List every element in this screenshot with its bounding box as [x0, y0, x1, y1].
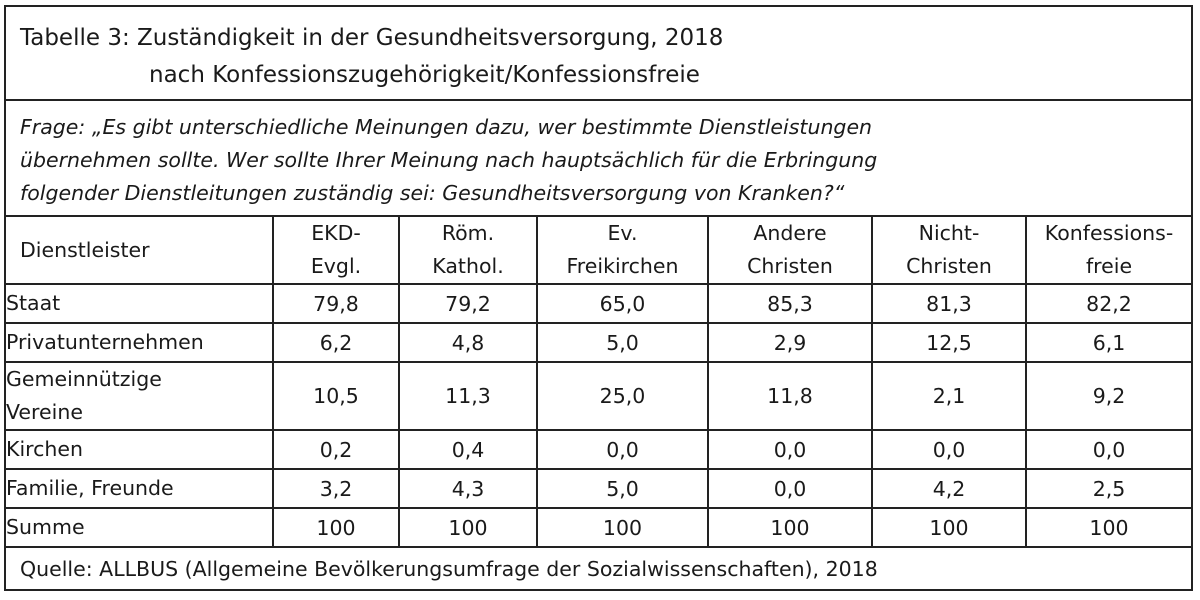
question-line-1: Frage: „Es gibt unterschiedliche Meinung… — [20, 115, 873, 139]
table-row: Gemeinnützige Vereine 10,5 11,3 25,0 11,8… — [6, 361, 1191, 431]
data-table: Dienstleister EKD- Evgl. Röm. Kathol. Ev. F… — [6, 217, 1191, 548]
table-cell: 2,5 — [1025, 468, 1191, 509]
table-cell: 0,0 — [707, 468, 873, 509]
table-cell: 4,2 — [871, 468, 1027, 509]
table-cell: 0,4 — [398, 429, 538, 470]
question-line-3: folgender Dienstleitungen zuständig sei:… — [20, 181, 845, 205]
header-roem: Röm. Kathol. — [398, 217, 538, 285]
table-cell: 0,0 — [1025, 429, 1191, 470]
table-row: Summe 100 100 100 100 100 100 — [6, 507, 1191, 548]
row-label: Privatunternehmen — [6, 322, 274, 363]
table-cell: 10,5 — [272, 361, 400, 431]
question-text: Frage: „Es gibt unterschiedliche Meinung… — [6, 101, 1191, 217]
title-line-1: Tabelle 3: Zuständigkeit in der Gesundhe… — [20, 25, 724, 51]
header-row: Dienstleister EKD- Evgl. Röm. Kathol. Ev. F… — [6, 217, 1191, 285]
table-cell: 79,2 — [398, 283, 538, 324]
table-cell: 100 — [871, 507, 1027, 548]
table-cell: 11,3 — [398, 361, 538, 431]
table-row: Privatunternehmen 6,2 4,8 5,0 2,9 12,5 6… — [6, 322, 1191, 363]
table-cell: 85,3 — [707, 283, 873, 324]
table-row: Familie, Freunde 3,2 4,3 5,0 0,0 4,2 2,5 — [6, 468, 1191, 509]
table-cell: 6,1 — [1025, 322, 1191, 363]
table-cell: 81,3 — [871, 283, 1027, 324]
table-cell: 6,2 — [272, 322, 400, 363]
row-label: Familie, Freunde — [6, 468, 274, 509]
table-cell: 4,3 — [398, 468, 538, 509]
title-line-2: nach Konfessionszugehörigkeit/Konfession… — [149, 62, 700, 88]
table-cell: 9,2 — [1025, 361, 1191, 431]
row-label: Staat — [6, 283, 274, 324]
row-label: Summe — [6, 507, 274, 548]
header-freikirchen: Ev. Freikirchen — [536, 217, 709, 285]
table-cell: 0,0 — [536, 429, 709, 470]
table-cell: 5,0 — [536, 322, 709, 363]
table-cell: 100 — [536, 507, 709, 548]
table-row: Kirchen 0,2 0,4 0,0 0,0 0,0 0,0 — [6, 429, 1191, 470]
header-dienstleister: Dienstleister — [6, 217, 274, 285]
table-cell: 0,2 — [272, 429, 400, 470]
table-cell: 100 — [398, 507, 538, 548]
row-label: Kirchen — [6, 429, 274, 470]
table-cell: 11,8 — [707, 361, 873, 431]
source-note: Quelle: ALLBUS (Allgemeine Bevölkerungsu… — [20, 557, 878, 581]
table-row: Staat 79,8 79,2 65,0 85,3 81,3 82,2 — [6, 283, 1191, 324]
table-cell: 3,2 — [272, 468, 400, 509]
table-cell: 2,1 — [871, 361, 1027, 431]
table-cell: 100 — [707, 507, 873, 548]
table-title: Tabelle 3: Zuständigkeit in der Gesundhe… — [6, 7, 1191, 101]
table-cell: 0,0 — [707, 429, 873, 470]
header-nicht-christen: Nicht- Christen — [871, 217, 1027, 285]
table-cell: 100 — [1025, 507, 1191, 548]
table-frame: Tabelle 3: Zuständigkeit in der Gesundhe… — [4, 5, 1193, 591]
table-cell: 100 — [272, 507, 400, 548]
row-label: Gemeinnützige Vereine — [6, 361, 274, 431]
table-cell: 25,0 — [536, 361, 709, 431]
table-cell: 4,8 — [398, 322, 538, 363]
table-cell: 0,0 — [871, 429, 1027, 470]
header-ekd: EKD- Evgl. — [272, 217, 400, 285]
table-cell: 65,0 — [536, 283, 709, 324]
header-andere-christen: Andere Christen — [707, 217, 873, 285]
table-cell: 82,2 — [1025, 283, 1191, 324]
table-cell: 2,9 — [707, 322, 873, 363]
table-cell: 79,8 — [272, 283, 400, 324]
table-cell: 5,0 — [536, 468, 709, 509]
table-cell: 12,5 — [871, 322, 1027, 363]
question-line-2: übernehmen sollte. Wer sollte Ihrer Mein… — [20, 148, 878, 172]
header-konfessionsfreie: Konfessions-freie — [1025, 217, 1191, 285]
